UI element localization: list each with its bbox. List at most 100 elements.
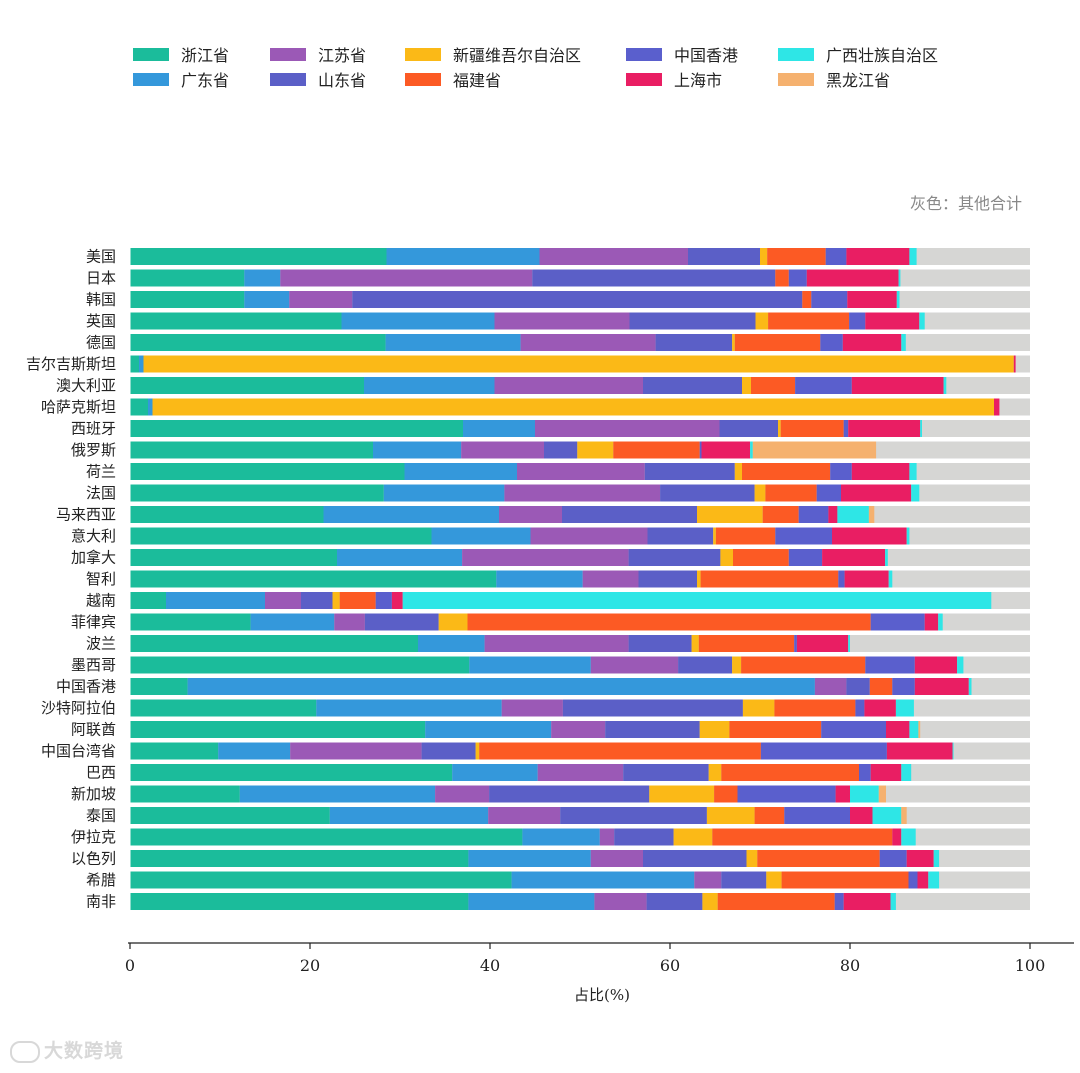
bar-segment — [822, 549, 886, 566]
bar-segment — [582, 570, 639, 588]
legend-item: 黑龙江省 — [778, 67, 890, 91]
bar-segment — [774, 699, 856, 717]
bar-segment — [130, 828, 523, 846]
legend-item: 上海市 — [626, 67, 722, 91]
bar-segment — [816, 484, 841, 502]
bar-segment — [290, 742, 422, 760]
bar-segment — [694, 871, 722, 889]
bar-segment — [143, 355, 1014, 373]
legend-item: 广东省 — [133, 67, 229, 91]
bar-segment — [842, 334, 902, 351]
bar-segment — [341, 312, 495, 330]
legend-label: 黑龙江省 — [826, 71, 891, 90]
bar-segment — [712, 828, 893, 846]
bar-segment — [901, 764, 912, 781]
x-tick-label: 0 — [125, 956, 135, 975]
bar-segment — [638, 570, 697, 588]
legend-swatch — [270, 72, 306, 86]
bar-segment — [130, 463, 405, 480]
legend-label: 广西壮族自治区 — [826, 46, 939, 65]
bar-segment — [830, 463, 852, 480]
bar-segment — [539, 248, 688, 265]
bar-segment — [754, 484, 766, 502]
bar-segment — [888, 570, 893, 588]
bar-segment — [843, 893, 891, 910]
legend-swatch — [270, 47, 306, 61]
y-tick-label: 韩国 — [86, 291, 116, 309]
bar-segment — [130, 248, 387, 265]
bar-segment — [864, 699, 896, 717]
bar-segment — [334, 613, 365, 631]
bar-segment — [375, 592, 392, 609]
bar-segment — [741, 656, 866, 674]
bar-segment — [906, 850, 934, 867]
bar-segment — [841, 484, 912, 502]
bar-segment — [843, 420, 849, 437]
y-tick-label: 荷兰 — [86, 463, 116, 481]
bar-segment — [855, 699, 865, 717]
y-tick-label: 以色列 — [71, 850, 116, 868]
bar-segment — [383, 484, 505, 502]
bar-segment — [130, 269, 245, 287]
bar-segment — [467, 613, 871, 631]
bar-segment — [218, 742, 291, 760]
bar-segment — [468, 893, 595, 910]
bar-segment — [766, 871, 782, 889]
y-tick-label: 澳大利亚 — [56, 377, 116, 395]
bar-segment — [280, 269, 533, 287]
legend-item: 新疆维吾尔自治区 — [405, 42, 581, 66]
y-tick-label: 西班牙 — [71, 420, 116, 438]
bar-segment — [130, 656, 470, 674]
y-tick-label: 阿联酋 — [71, 721, 116, 739]
bar-segment — [391, 592, 403, 609]
bar-segment — [461, 441, 544, 459]
bar-segment — [729, 721, 822, 738]
bar-segment — [868, 506, 875, 523]
y-tick-label: 智利 — [86, 570, 116, 588]
bar-segment — [870, 613, 925, 631]
x-tick-label: 80 — [840, 956, 860, 975]
bar-segment — [714, 785, 738, 803]
legend-swatch — [405, 72, 441, 86]
legend-item: 江苏省 — [270, 42, 366, 66]
bar-segment — [847, 291, 897, 308]
bar-segment — [806, 269, 899, 287]
legend-label: 浙江省 — [181, 46, 230, 65]
bar-segment — [751, 377, 796, 394]
bar-segment — [849, 312, 866, 330]
bar-segment — [551, 721, 606, 738]
legend-swatch — [778, 47, 814, 61]
bar-segment — [821, 721, 886, 738]
bar-segment — [385, 334, 521, 351]
y-tick-label: 波兰 — [86, 635, 116, 653]
y-axis: 美国日本韩国英国德国吉尔吉斯斯坦澳大利亚哈萨克斯坦西班牙俄罗斯荷兰法国马来西亚意… — [26, 244, 131, 915]
bar-segment — [614, 828, 674, 846]
bar-segment — [489, 785, 650, 803]
legend-item: 浙江省 — [133, 42, 229, 66]
bar-segment — [828, 506, 838, 523]
bar-segment — [715, 527, 776, 545]
bar-segment — [643, 850, 747, 867]
bar-segment — [655, 334, 733, 351]
bar-segment — [494, 377, 643, 394]
bar-segment — [721, 871, 767, 889]
bar-segment — [762, 506, 799, 523]
bar-segment — [594, 893, 647, 910]
bar-segment — [678, 656, 733, 674]
bar-segment — [700, 570, 839, 588]
x-tick-label: 100 — [1015, 956, 1046, 975]
bar-segment — [647, 527, 714, 545]
x-tick-label: 40 — [480, 956, 500, 975]
bar-segment — [562, 506, 697, 523]
bar-segment — [869, 678, 893, 695]
bar-segment — [130, 807, 330, 824]
bar-segment — [130, 871, 512, 889]
bar-segment — [431, 527, 531, 545]
bar-segment — [920, 420, 922, 437]
legend-label: 广东省 — [181, 71, 230, 90]
bar-segment — [814, 678, 847, 695]
bar-segment — [673, 828, 713, 846]
bar-segment — [768, 312, 850, 330]
other-total-note: 灰色：其他合计 — [909, 194, 1022, 213]
